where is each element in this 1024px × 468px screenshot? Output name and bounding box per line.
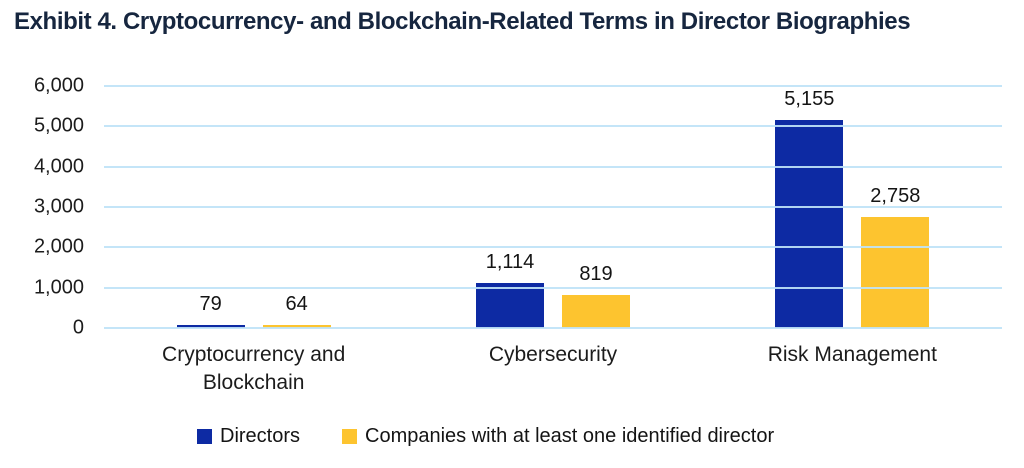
gridline [104, 206, 1002, 208]
companies-swatch-icon [342, 429, 358, 444]
bar-directors [775, 120, 844, 328]
y-tick-label: 0 [72, 316, 84, 339]
legend-label-directors: Directors [220, 425, 301, 447]
gridline [104, 246, 1002, 249]
category-label: Cryptocurrency and Blockchain [162, 343, 346, 394]
bar-value-label: 5,155 [784, 88, 835, 111]
bar-directors [176, 324, 245, 328]
bar-value-label: 819 [579, 262, 613, 285]
directors-swatch-icon [197, 429, 212, 444]
bar-value-label: 2,758 [870, 184, 921, 207]
y-tick-label: 6,000 [33, 74, 84, 97]
y-tick-label: 1,000 [33, 276, 84, 299]
gridline [104, 125, 1002, 128]
gridline [104, 165, 1002, 168]
legend-item-directors: Directors [197, 425, 300, 448]
bar-companies [262, 325, 331, 328]
bar-value-label: 79 [199, 292, 222, 315]
y-tick-label: 2,000 [33, 235, 84, 258]
y-tick-label: 3,000 [33, 195, 84, 218]
gridline [104, 286, 1002, 289]
gridline [104, 327, 1002, 329]
y-tick-label: 5,000 [33, 114, 84, 137]
category-label: Cybersecurity [488, 343, 618, 366]
bar-companies [562, 294, 630, 328]
bar-directors [476, 283, 544, 328]
legend-item-companies: Companies with at least one identified d… [342, 425, 774, 448]
gridline [104, 85, 1002, 87]
legend-label-companies: Companies with at least one identified d… [365, 425, 775, 447]
bar-value-label: 1,114 [485, 251, 535, 274]
bar-value-label: 64 [285, 293, 308, 315]
y-tick-label: 4,000 [33, 155, 84, 178]
bar-companies [861, 216, 930, 328]
page-title: Exhibit 4. Cryptocurrency- and Blockchai… [14, 8, 911, 35]
legend: Directors Companies with at least one id… [197, 425, 774, 448]
category-label: Risk Management [767, 343, 937, 366]
